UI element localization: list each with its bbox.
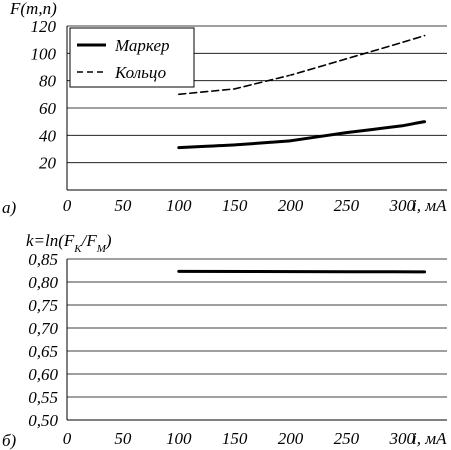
series-line-marker: [177, 120, 427, 150]
panel-b-y-tick-labels: 0,50 0,55 0,60 0,65 0,70 0,75 0,80 0,85: [28, 250, 58, 430]
panel-b-x-axis-label: i, мА: [412, 429, 447, 448]
x-tick-label: 50: [114, 429, 132, 448]
x-tick-label: 100: [166, 196, 192, 215]
panel-b-series-lines: [177, 269, 427, 274]
x-tick-label: 100: [166, 429, 192, 448]
panel-b-y-axis-label: k=ln(FK/FM): [26, 231, 112, 255]
panel-a-series-lines: [177, 34, 427, 150]
x-tick-label: 250: [334, 429, 360, 448]
x-tick-label: 0: [63, 196, 72, 215]
y-tick-label: 0,75: [28, 296, 58, 315]
y-tick-label: 0,50: [28, 411, 58, 430]
panel-a-legend: Маркер Кольцо: [69, 27, 195, 88]
x-tick-label: 200: [278, 429, 304, 448]
x-tick-label: 200: [278, 196, 304, 215]
y-tick-label: 40: [39, 126, 57, 145]
panel-a-x-axis-label: i, мА: [412, 196, 447, 215]
y-tick-label: 80: [39, 72, 57, 91]
x-tick-label: 300: [389, 429, 416, 448]
panel-b-gridlines: [67, 258, 447, 398]
panel-b-label: б): [2, 431, 17, 450]
y-tick-label: 0,80: [28, 273, 58, 292]
x-tick-label: 250: [334, 196, 360, 215]
y-tick-label: 120: [31, 17, 57, 36]
x-tick-label: 150: [222, 196, 248, 215]
y-tick-label: 0,70: [28, 319, 58, 338]
panel-b-x-tick-labels: 0 50 100 150 200 250 300: [63, 429, 416, 448]
x-tick-label: 0: [63, 429, 72, 448]
y-tick-label: 100: [31, 44, 57, 63]
panel-a-label: а): [2, 198, 17, 217]
y-tick-label: 0,85: [28, 250, 58, 269]
x-tick-label: 150: [222, 429, 248, 448]
x-tick-label: 300: [389, 196, 416, 215]
panel-b-axes: [66, 259, 447, 421]
x-tick-label: 50: [114, 196, 132, 215]
legend-label-marker: Маркер: [114, 36, 170, 55]
legend-box: [69, 27, 195, 88]
y-tick-label: 0,55: [28, 388, 58, 407]
series-line-k: [177, 269, 427, 274]
y-tick-label: 0,65: [28, 342, 58, 361]
panel-a-x-tick-labels: 0 50 100 150 200 250 300: [63, 196, 416, 215]
panel-a-y-axis-label: F(m,n): [9, 0, 57, 18]
series-line-ring: [178, 34, 426, 96]
panel-a-y-tick-labels: 20 40 60 80 100 120: [31, 17, 57, 173]
panel-b-chart: k=ln(FK/FM) 0,50 0,55 0,60 0,65 0,70 0,75 0,80…: [2, 231, 447, 450]
y-tick-label: 0,60: [28, 365, 58, 384]
y-tick-label: 60: [39, 99, 57, 118]
legend-label-ring: Кольцо: [114, 63, 166, 82]
y-tick-label: 20: [39, 154, 57, 173]
panel-a-chart: F(m,n) 20 40 60 80 100 120 0 50 100 150 200 250 300…: [2, 0, 447, 217]
panel-a-axes: [66, 26, 447, 191]
